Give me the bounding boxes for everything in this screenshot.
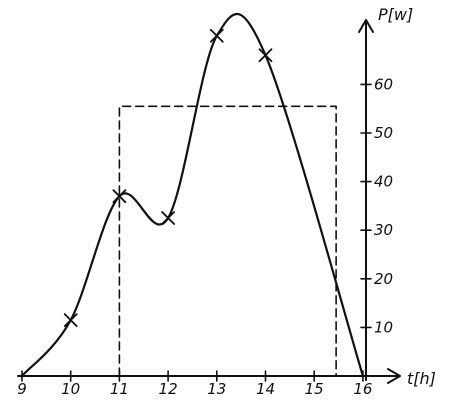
x-axis-label: t[h]	[407, 369, 436, 388]
dashed-rectangle	[118, 105, 337, 377]
x-tick-label: 13	[207, 380, 226, 398]
x-tick-label: 9	[17, 380, 27, 398]
x-tick-label: 12	[159, 380, 178, 398]
series-layer	[20, 12, 364, 378]
x-tick-label: 11	[110, 380, 129, 398]
data-point-marker	[112, 189, 127, 204]
data-point-marker	[209, 28, 224, 43]
y-tick-label: 60	[374, 75, 393, 93]
y-axis-label: P[w]	[378, 5, 413, 24]
x-ticks: 9 10 11 12 13 14 15 16	[17, 370, 372, 398]
x-tick-label: 15	[305, 380, 324, 398]
data-point-marker	[63, 313, 78, 328]
data-point-marker	[258, 48, 273, 63]
y-tick-label: 50	[374, 124, 393, 142]
x-tick-label: 10	[61, 380, 80, 398]
power-curve	[20, 12, 364, 378]
y-tick-label: 30	[374, 221, 393, 239]
y-axis-arrow	[358, 19, 374, 33]
y-ticks: 10 20 30 40 50 60	[360, 75, 393, 336]
y-tick-label: 20	[374, 270, 393, 288]
x-axis-arrow	[387, 368, 401, 384]
data-point-marker	[161, 211, 176, 225]
x-tick-label: 14	[256, 380, 275, 398]
y-tick-label: 40	[374, 173, 393, 191]
x-tick-label: 16	[353, 380, 372, 398]
y-tick-label: 10	[374, 318, 393, 336]
marker-layer	[63, 28, 273, 328]
